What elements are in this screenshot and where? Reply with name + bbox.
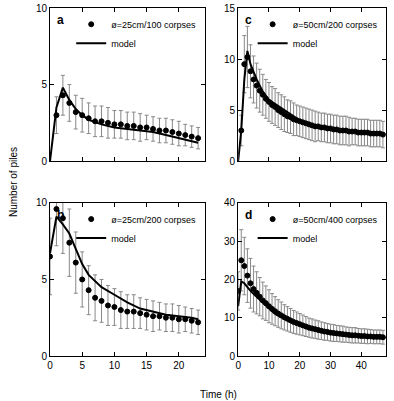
- svg-text:20: 20: [294, 360, 306, 371]
- svg-text:10: 10: [109, 360, 121, 371]
- svg-text:model: model: [293, 234, 318, 244]
- svg-text:20: 20: [224, 274, 236, 285]
- svg-text:Number of piles: Number of piles: [8, 147, 19, 217]
- svg-text:20: 20: [173, 360, 185, 371]
- svg-text:30: 30: [325, 360, 337, 371]
- svg-text:0: 0: [41, 156, 47, 167]
- svg-text:ø=25cm/100 corpses: ø=25cm/100 corpses: [111, 20, 196, 30]
- svg-text:10: 10: [224, 54, 236, 65]
- svg-text:b: b: [57, 208, 64, 222]
- svg-text:40: 40: [356, 360, 368, 371]
- svg-text:10: 10: [36, 197, 48, 208]
- svg-text:a: a: [57, 13, 64, 27]
- svg-text:15: 15: [224, 3, 236, 14]
- svg-text:0: 0: [230, 351, 236, 362]
- svg-text:0: 0: [41, 351, 47, 362]
- svg-text:30: 30: [224, 236, 236, 247]
- svg-text:ø=50cm/400 corpses: ø=50cm/400 corpses: [293, 215, 378, 225]
- svg-text:model: model: [111, 39, 136, 49]
- svg-text:40: 40: [224, 197, 236, 208]
- svg-text:Time (h): Time (h): [200, 389, 237, 400]
- svg-text:model: model: [293, 39, 318, 49]
- svg-text:c: c: [245, 13, 252, 27]
- svg-text:d: d: [245, 208, 252, 222]
- svg-text:10: 10: [263, 360, 275, 371]
- svg-text:ø=25cm/200 corpses: ø=25cm/200 corpses: [111, 215, 196, 225]
- svg-text:0: 0: [235, 360, 241, 371]
- svg-text:0: 0: [47, 360, 53, 371]
- svg-text:ø=50cm/200 corpses: ø=50cm/200 corpses: [293, 20, 378, 30]
- svg-text:10: 10: [224, 312, 236, 323]
- svg-text:5: 5: [41, 79, 47, 90]
- svg-text:5: 5: [41, 274, 47, 285]
- svg-text:5: 5: [79, 360, 85, 371]
- svg-text:10: 10: [36, 3, 48, 14]
- svg-text:5: 5: [230, 105, 236, 116]
- svg-text:model: model: [111, 234, 136, 244]
- svg-text:0: 0: [230, 156, 236, 167]
- svg-text:15: 15: [141, 360, 153, 371]
